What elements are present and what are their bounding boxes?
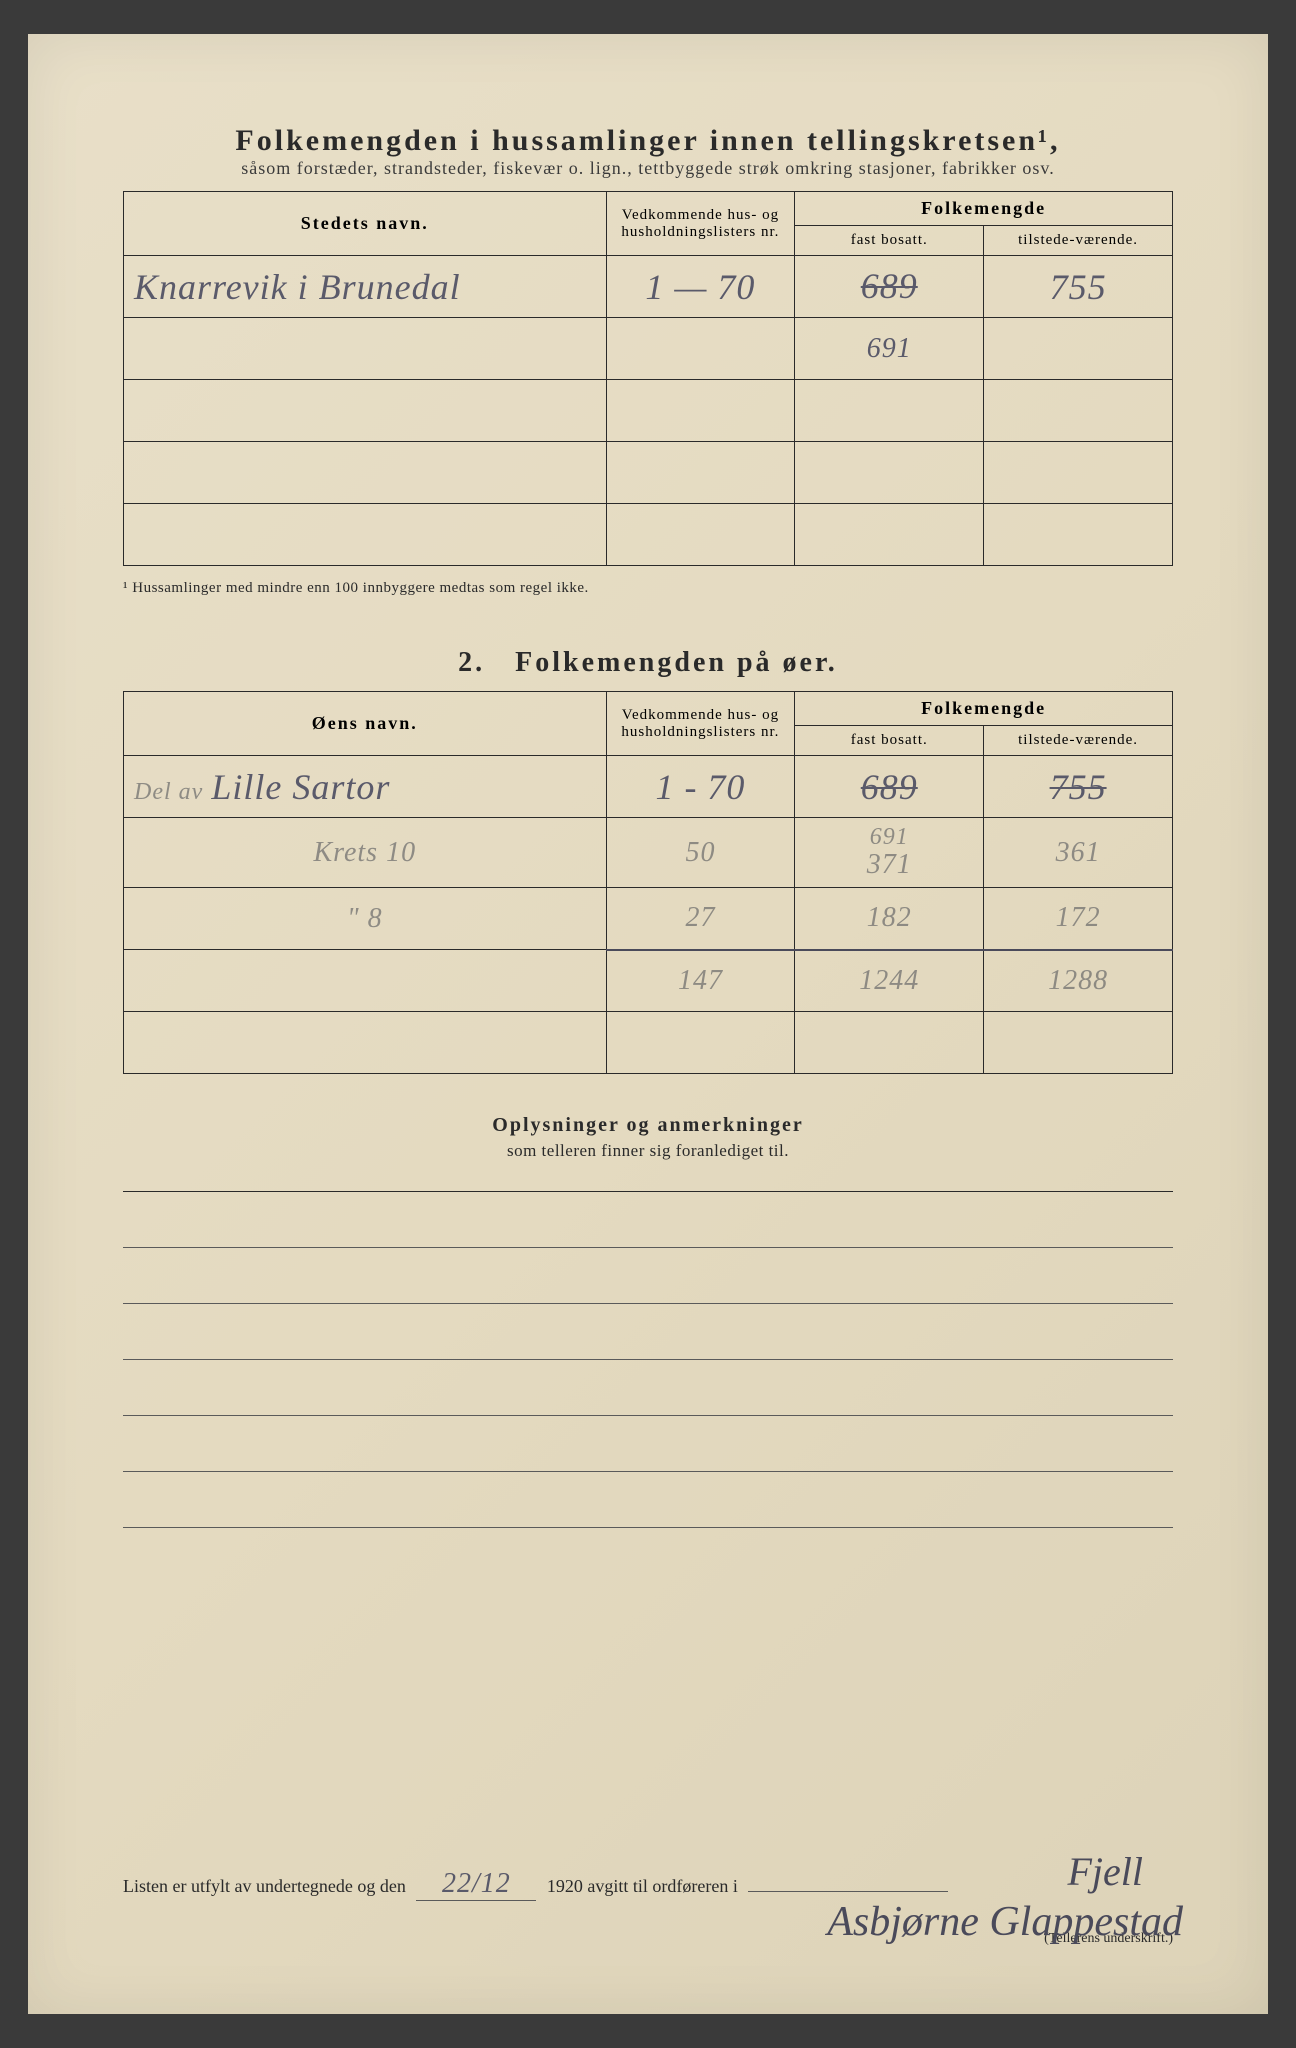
table1-row [124, 442, 1173, 504]
sum-fast: 1244 [859, 965, 919, 996]
row1-fast: 691 [867, 333, 912, 364]
table1-row [124, 380, 1173, 442]
section2-title: Folkemengden på øer. [515, 647, 838, 678]
th-folkemengde: Folkemengde [795, 192, 1173, 226]
footnote1: ¹ Hussamlinger med mindre enn 100 innbyg… [123, 580, 1173, 597]
sig-mid: avgitt til ordføreren i [587, 1876, 737, 1896]
table2-row: Krets 10 50 691 371 361 [124, 818, 1173, 888]
th-fast: fast bosatt. [795, 226, 984, 256]
section2-number: 2. [458, 647, 485, 678]
row2-1-lists: 1 - 70 [655, 767, 745, 807]
ruled-line [123, 1248, 1173, 1304]
section2-title-block: 2. Folkemengden på øer. [123, 647, 1173, 679]
row2-1-prefix: Del av [134, 779, 203, 805]
row2-2-fast: 371 [867, 850, 912, 881]
row2-3-name: " 8 [347, 903, 383, 934]
table2-row: " 8 27 182 172 [124, 888, 1173, 950]
ruled-lines-area [123, 1191, 1173, 1528]
sig-signer: Asbjørne Glappestad [827, 1898, 1183, 1946]
table1-row [124, 504, 1173, 566]
sig-prefix: Listen er utfylt av undertegnede og den [123, 1876, 406, 1896]
sig-place: Fjell [1067, 1848, 1143, 1895]
ruled-line [123, 1416, 1173, 1472]
th2-fast: fast bosatt. [795, 726, 984, 756]
th-stedets-navn: Stedets navn. [124, 192, 607, 256]
th2-pop: Folkemengde [795, 692, 1173, 726]
sum-lists: 147 [678, 965, 723, 996]
ruled-line [123, 1192, 1173, 1248]
row1-fast-strike: 689 [861, 267, 918, 307]
section1-subtitle: såsom forstæder, strandsteder, fiskevær … [123, 158, 1173, 179]
row1-tilstede: 755 [1050, 267, 1107, 307]
th2-lists: Vedkommende hus- og husholdningslisters … [606, 692, 795, 756]
table1-row: 691 [124, 318, 1173, 380]
row1-lists: 1 — 70 [645, 267, 755, 307]
section1-title: Folkemengden i hussamlinger innen tellin… [235, 124, 1060, 157]
table1: Stedets navn. Vedkommende hus- og hushol… [123, 191, 1173, 566]
row2-2-fast-top: 691 [870, 824, 909, 850]
row2-1-name: Lille Sartor [211, 767, 390, 807]
table2: Øens navn. Vedkommende hus- og husholdni… [123, 691, 1173, 1074]
th-tilstede: tilstede-værende. [984, 226, 1173, 256]
sig-year: 1920 [547, 1876, 583, 1896]
ruled-line [123, 1360, 1173, 1416]
signature-block: Listen er utfylt av undertegnede og den … [123, 1868, 1173, 1947]
row2-1-fast: 689 [861, 767, 918, 807]
row2-1-tilstede: 755 [1050, 767, 1107, 807]
row2-3-tilstede: 172 [1056, 902, 1101, 933]
document-page: Folkemengden i hussamlinger innen tellin… [28, 34, 1268, 2014]
table1-row: Knarrevik i Brunedal 1 — 70 689 755 [124, 256, 1173, 318]
section1-title-block: Folkemengden i hussamlinger innen tellin… [123, 124, 1173, 179]
table2-row: Del av Lille Sartor 1 - 70 689 755 [124, 756, 1173, 818]
ruled-line [123, 1472, 1173, 1528]
row2-2-name: Krets 10 [313, 837, 416, 868]
row2-2-lists: 50 [685, 837, 715, 868]
row1-name: Knarrevik i Brunedal [134, 267, 461, 307]
th2-name: Øens navn. [124, 692, 607, 756]
row2-3-lists: 27 [685, 902, 715, 933]
section3-title: Oplysninger og anmerkninger [123, 1114, 1173, 1137]
sig-date: 22/12 [442, 1868, 511, 1899]
sum-tilstede: 1288 [1048, 965, 1108, 996]
table2-row [124, 1012, 1173, 1074]
row2-3-fast: 182 [867, 902, 912, 933]
row2-2-tilstede: 361 [1056, 837, 1101, 868]
ruled-line [123, 1304, 1173, 1360]
th2-tilstede: tilstede-værende. [984, 726, 1173, 756]
th-lists: Vedkommende hus- og husholdningslisters … [606, 192, 795, 256]
section3-subtitle: som telleren finner sig foranlediget til… [123, 1141, 1173, 1161]
table2-sum-row: 147 1244 1288 [124, 950, 1173, 1012]
